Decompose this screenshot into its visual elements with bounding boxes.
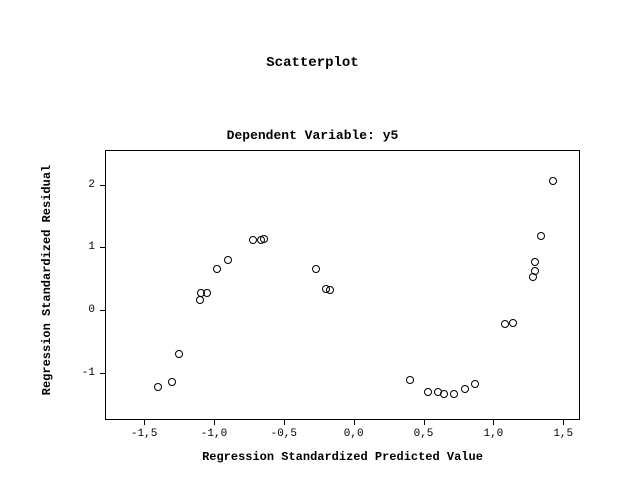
x-tick <box>354 420 355 425</box>
x-tick-label: -1,5 <box>131 428 157 440</box>
scatter-point <box>440 390 448 398</box>
scatter-point <box>196 296 204 304</box>
x-tick <box>424 420 425 425</box>
y-tick <box>100 185 105 186</box>
x-tick <box>493 420 494 425</box>
x-tick <box>284 420 285 425</box>
scatter-point <box>260 235 268 243</box>
scatter-point <box>406 376 414 384</box>
x-tick-label: 0,5 <box>414 428 434 440</box>
scatter-point <box>501 320 509 328</box>
scatter-point <box>213 265 221 273</box>
x-tick <box>144 420 145 425</box>
scatter-point <box>450 390 458 398</box>
scatter-point <box>471 380 479 388</box>
scatter-point <box>537 232 545 240</box>
x-tick <box>214 420 215 425</box>
plot-area <box>105 150 580 420</box>
scatter-point <box>249 236 257 244</box>
chart-subtitle: Dependent Variable: y5 <box>0 128 625 143</box>
x-tick-label: -1,0 <box>201 428 227 440</box>
x-tick <box>563 420 564 425</box>
scatter-point <box>168 378 176 386</box>
scatter-point <box>224 256 232 264</box>
x-tick-label: 1,0 <box>483 428 503 440</box>
y-tick-label: 0 <box>70 304 95 316</box>
y-tick <box>100 373 105 374</box>
y-tick-label: 2 <box>70 179 95 191</box>
scatter-point <box>312 265 320 273</box>
y-tick <box>100 310 105 311</box>
scatter-point <box>175 350 183 358</box>
scatter-point <box>424 388 432 396</box>
x-axis-label: Regression Standardized Predicted Value <box>105 450 580 464</box>
scatter-point <box>154 383 162 391</box>
y-axis-label: Regression Standardized Residual <box>40 155 54 405</box>
scatter-point <box>531 258 539 266</box>
y-tick-label: 1 <box>70 241 95 253</box>
y-tick <box>100 247 105 248</box>
scatter-point <box>203 289 211 297</box>
scatter-point <box>531 267 539 275</box>
chart-title: Scatterplot <box>0 55 625 71</box>
scatter-point <box>461 385 469 393</box>
x-tick-label: 0,0 <box>344 428 364 440</box>
x-tick-label: 1,5 <box>553 428 573 440</box>
scatter-point <box>326 286 334 294</box>
x-tick-label: -0,5 <box>271 428 297 440</box>
scatter-point <box>509 319 517 327</box>
y-tick-label: -1 <box>70 367 95 379</box>
scatter-point <box>549 177 557 185</box>
